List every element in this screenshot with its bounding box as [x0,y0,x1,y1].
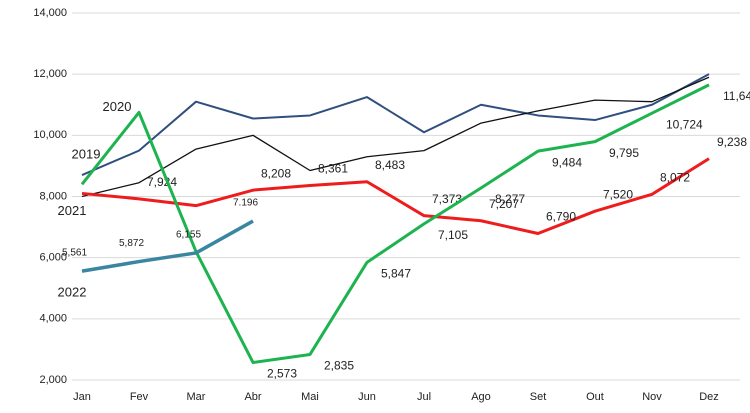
data-label: 11,649 [723,89,750,103]
data-label: 9,484 [552,155,582,169]
data-label: 5,561 [62,248,87,259]
x-tick-label: Fev [130,391,149,403]
data-label: 6,155 [176,230,201,241]
series-line [81,219,254,273]
data-label: 10,724 [666,117,703,131]
series-line [81,73,710,177]
y-tick-label: 8,000 [39,190,67,202]
x-tick-label: Jul [417,391,431,403]
series-line [80,83,710,364]
x-tick-label: Nov [642,391,662,403]
data-label: 2,573 [267,367,297,381]
data-label: 5,847 [381,267,411,281]
data-label: 7,105 [438,228,468,242]
series-line [81,157,710,236]
y-tick-label: 12,000 [33,68,67,80]
x-tick-label: Out [586,391,604,403]
data-label: 2,835 [324,359,354,373]
data-label: 7,520 [603,187,633,201]
x-tick-label: Set [530,391,547,403]
series-line [81,76,710,198]
series-label: 2022 [58,285,87,300]
data-label: 7.196 [233,198,258,209]
y-tick-label: 14,000 [33,7,67,19]
y-tick-label: 10,000 [33,129,67,141]
data-label: 5,872 [119,238,144,249]
data-label: 8,483 [375,158,405,172]
data-label: 9,795 [609,146,639,160]
x-tick-label: Mar [187,391,206,403]
data-label: 8,072 [660,170,690,184]
series-label: 2019 [72,147,101,162]
y-tick-label: 6,000 [39,252,67,264]
y-tick-label: 2,000 [39,374,67,386]
data-label: 9,238 [717,135,747,149]
x-tick-label: Dez [699,391,719,403]
x-tick-label: Ago [471,391,491,403]
y-tick-label: 4,000 [39,313,67,325]
data-label: 7,207 [489,197,519,211]
series-label: 2021 [58,203,87,218]
x-tick-label: Jun [358,391,376,403]
data-label: 8,277 [495,192,525,206]
x-tick-label: Mai [301,391,319,403]
data-label: 8,361 [318,162,348,176]
data-label: 7,924 [147,175,177,189]
data-label: 6,790 [546,210,576,224]
data-label: 8,208 [261,166,291,180]
series-label: 2020 [103,99,132,114]
data-label: 7,373 [432,192,462,206]
x-tick-label: Jan [73,391,91,403]
x-tick-label: Abr [244,391,261,403]
